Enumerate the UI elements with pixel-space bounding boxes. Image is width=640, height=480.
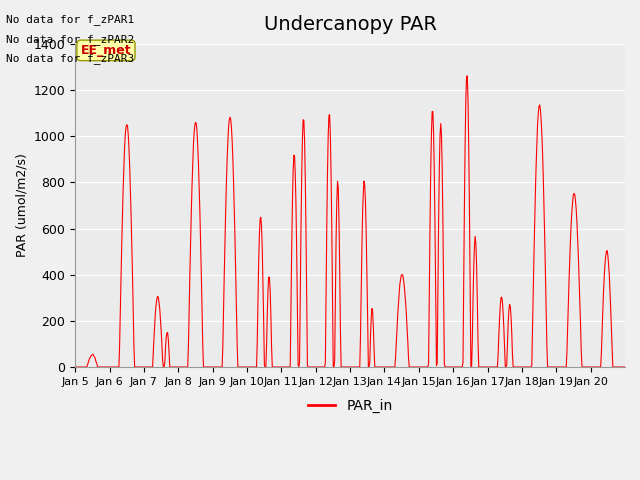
- PAR_in: [264, 288, 272, 294]
- Line: PAR_in: PAR_in: [75, 76, 625, 367]
- PAR_in: [621, 364, 629, 370]
- Text: No data for f_zPAR3: No data for f_zPAR3: [6, 53, 134, 64]
- PAR_in: [407, 364, 415, 370]
- Title: Undercanopy PAR: Undercanopy PAR: [264, 15, 436, 34]
- PAR_in: [463, 73, 471, 79]
- Legend: PAR_in: PAR_in: [302, 393, 398, 418]
- PAR_in: [136, 364, 143, 370]
- Text: No data for f_zPAR1: No data for f_zPAR1: [6, 14, 134, 25]
- Text: No data for f_zPAR2: No data for f_zPAR2: [6, 34, 134, 45]
- PAR_in: [438, 132, 445, 138]
- Text: EE_met: EE_met: [81, 44, 131, 57]
- PAR_in: [285, 364, 292, 370]
- PAR_in: [237, 364, 244, 370]
- Y-axis label: PAR (umol/m2/s): PAR (umol/m2/s): [15, 154, 28, 257]
- PAR_in: [71, 364, 79, 370]
